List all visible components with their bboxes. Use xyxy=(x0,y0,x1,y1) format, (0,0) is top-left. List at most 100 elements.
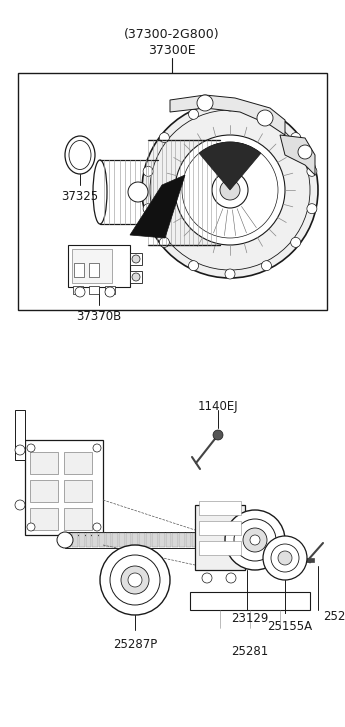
Text: 23129: 23129 xyxy=(231,612,269,625)
Circle shape xyxy=(182,142,278,238)
Bar xyxy=(89,286,99,294)
Bar xyxy=(186,533,191,547)
Circle shape xyxy=(132,273,140,281)
Ellipse shape xyxy=(150,160,166,224)
Text: 25155A: 25155A xyxy=(267,620,313,633)
Polygon shape xyxy=(280,135,315,175)
Circle shape xyxy=(132,255,140,263)
Polygon shape xyxy=(130,175,185,238)
Bar xyxy=(126,533,131,547)
Circle shape xyxy=(105,287,115,297)
Bar xyxy=(139,533,145,547)
Bar xyxy=(105,286,115,294)
Bar xyxy=(86,533,91,547)
Bar xyxy=(166,533,171,547)
Circle shape xyxy=(189,109,199,119)
Circle shape xyxy=(226,573,236,583)
Bar xyxy=(64,452,92,474)
Circle shape xyxy=(278,551,292,565)
Circle shape xyxy=(243,528,267,552)
Circle shape xyxy=(174,144,266,236)
Ellipse shape xyxy=(217,532,233,548)
Circle shape xyxy=(143,204,153,214)
Wedge shape xyxy=(199,142,261,190)
Circle shape xyxy=(225,269,235,279)
Circle shape xyxy=(100,545,170,615)
Bar xyxy=(15,410,25,460)
Bar xyxy=(152,533,158,547)
Bar xyxy=(72,249,112,283)
Circle shape xyxy=(121,566,149,594)
Bar xyxy=(64,508,92,530)
Bar xyxy=(74,263,84,277)
Circle shape xyxy=(128,573,142,587)
Ellipse shape xyxy=(65,136,95,174)
Bar xyxy=(132,533,138,547)
Circle shape xyxy=(197,95,213,111)
Bar xyxy=(130,271,142,283)
Bar xyxy=(199,501,241,515)
Text: (37300-2G800): (37300-2G800) xyxy=(124,28,220,41)
Bar xyxy=(66,533,71,547)
Text: 25287P: 25287P xyxy=(113,638,157,651)
Circle shape xyxy=(262,109,272,119)
Bar xyxy=(18,73,327,310)
Bar xyxy=(219,533,225,547)
Bar xyxy=(206,533,211,547)
Circle shape xyxy=(128,182,148,202)
Polygon shape xyxy=(170,95,285,135)
Ellipse shape xyxy=(69,140,91,169)
Bar xyxy=(73,286,83,294)
Circle shape xyxy=(307,166,317,177)
Bar xyxy=(119,533,125,547)
Text: 25289: 25289 xyxy=(323,610,345,623)
Bar xyxy=(30,508,58,530)
Bar xyxy=(30,480,58,502)
Text: 37370B: 37370B xyxy=(76,310,122,323)
Circle shape xyxy=(212,172,248,208)
Circle shape xyxy=(257,110,273,126)
Bar xyxy=(195,505,245,570)
Text: 37325: 37325 xyxy=(61,190,99,203)
Bar xyxy=(130,253,142,265)
Circle shape xyxy=(225,101,235,111)
Circle shape xyxy=(291,238,301,247)
Circle shape xyxy=(75,287,85,297)
Bar xyxy=(92,533,98,547)
Bar xyxy=(159,533,165,547)
Circle shape xyxy=(159,238,169,247)
Circle shape xyxy=(307,204,317,214)
Bar xyxy=(146,533,151,547)
Bar xyxy=(190,592,310,610)
Circle shape xyxy=(225,510,285,570)
Circle shape xyxy=(189,261,199,270)
Bar xyxy=(106,533,111,547)
Bar xyxy=(212,533,218,547)
Bar xyxy=(30,452,58,474)
Bar xyxy=(99,533,105,547)
Circle shape xyxy=(202,573,212,583)
Circle shape xyxy=(142,102,318,278)
Bar xyxy=(25,440,103,535)
Bar xyxy=(199,541,241,555)
Circle shape xyxy=(263,536,307,580)
Bar xyxy=(304,558,314,562)
Circle shape xyxy=(250,535,260,545)
Circle shape xyxy=(220,180,240,200)
Circle shape xyxy=(15,445,25,455)
Bar xyxy=(179,533,185,547)
Text: 25281: 25281 xyxy=(231,645,269,658)
Text: 1140EJ: 1140EJ xyxy=(198,400,238,413)
Circle shape xyxy=(93,444,101,452)
Text: 37300E: 37300E xyxy=(148,44,196,57)
Bar xyxy=(72,533,78,547)
Circle shape xyxy=(262,261,272,270)
Circle shape xyxy=(271,544,299,572)
Circle shape xyxy=(159,132,169,142)
Bar xyxy=(79,533,85,547)
Circle shape xyxy=(27,444,35,452)
Circle shape xyxy=(143,166,153,177)
Bar xyxy=(64,480,92,502)
Circle shape xyxy=(15,500,25,510)
Bar xyxy=(112,533,118,547)
